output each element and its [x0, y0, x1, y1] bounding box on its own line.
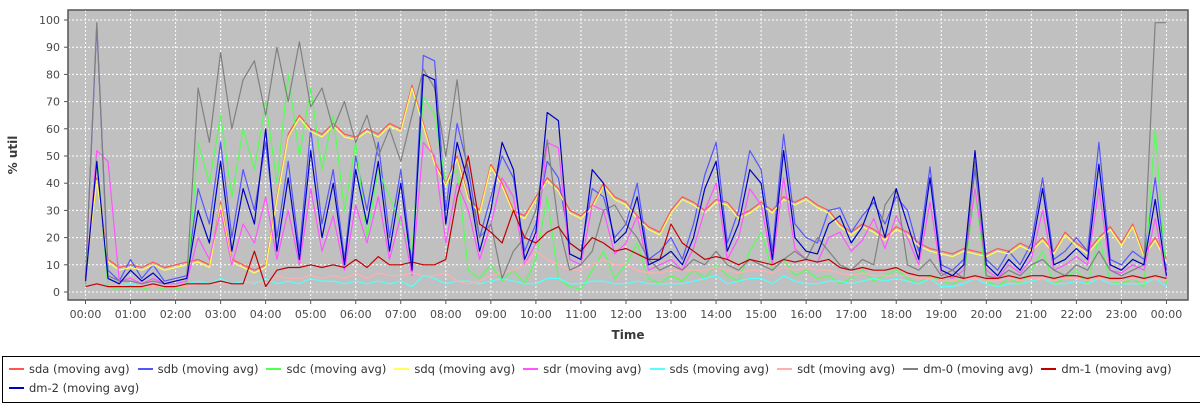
legend-item-dm-0: dm-0 (moving avg): [903, 360, 1033, 378]
legend-label: sdt (moving avg): [797, 362, 896, 376]
legend-label: sdc (moving avg): [286, 362, 387, 376]
legend-item-sdt: sdt (moving avg): [777, 360, 895, 378]
y-tick-label: 20: [46, 232, 60, 245]
y-tick-label: 40: [46, 177, 60, 190]
x-tick-label: 17:00: [835, 308, 867, 321]
legend-item-dm-2: dm-2 (moving avg): [9, 379, 139, 397]
y-tick-label: 60: [46, 123, 60, 136]
x-tick-label: 03:00: [205, 308, 237, 321]
series-line-sdt: [85, 250, 1167, 288]
utilization-chart: 0 10 20 30 40 50 60 70 80 90 100 00:00 01:00 02:00 03:…: [6, 9, 1189, 342]
legend-swatch-sdq: [394, 368, 410, 370]
series-line-sds: [85, 275, 1167, 288]
legend-label: dm-1 (moving avg): [1061, 362, 1172, 376]
y-axis-title: % util: [6, 136, 20, 175]
y-tick-label: 50: [46, 150, 60, 163]
y-tick-label: 30: [46, 204, 60, 217]
x-tick-label: 19:00: [925, 308, 957, 321]
x-tick-label: 00:00: [70, 308, 102, 321]
plot-border: [67, 9, 1189, 301]
series-line-dm-1: [85, 155, 1167, 288]
x-tick-label: 06:00: [340, 308, 372, 321]
legend-swatch-sds: [649, 368, 665, 370]
x-tick-label: 21:00: [1015, 308, 1047, 321]
x-tick-label: 02:00: [160, 308, 192, 321]
legend-swatch-sdt: [777, 368, 793, 370]
y-tick-label: 0: [53, 286, 60, 299]
legend-item-sdc: sdc (moving avg): [266, 360, 386, 378]
legend-item-sdb: sdb (moving avg): [137, 360, 259, 378]
legend-label: sda (moving avg): [29, 362, 130, 376]
chart-area: 0 10 20 30 40 50 60 70 80 90 100 00:00 01:00 02:00 03:…: [6, 9, 1189, 342]
legend-item-sda: sda (moving avg): [9, 360, 130, 378]
legend-label: sds (moving avg): [669, 362, 770, 376]
legend: sda (moving avg) sdb (moving avg) sdc (mov…: [2, 356, 1200, 403]
y-tick-label: 10: [46, 259, 60, 272]
plot-background: [68, 10, 1188, 300]
legend-swatch-dm-2: [9, 387, 24, 389]
legend-item-sdr: sdr (moving avg): [523, 360, 642, 378]
series-line-dm-2: [84, 73, 1168, 285]
x-tick-label: 15:00: [745, 308, 777, 321]
legend-swatch-sda: [9, 368, 24, 370]
x-tick-label: 16:00: [790, 308, 822, 321]
x-tick-label: 18:00: [880, 308, 912, 321]
x-tick-label: 13:00: [655, 308, 687, 321]
x-tick-label: 09:00: [475, 308, 507, 321]
x-tick-label: 22:00: [1061, 308, 1093, 321]
legend-item-sdq: sdq (moving avg): [394, 360, 515, 378]
legend-label: sdq (moving avg): [414, 362, 516, 376]
x-tick-label: 14:00: [700, 308, 732, 321]
x-tick-label: 20:00: [970, 308, 1002, 321]
x-tick-label: 05:00: [295, 308, 327, 321]
x-tick-label: 00:00: [1151, 308, 1183, 321]
x-tick-label: 01:00: [115, 308, 147, 321]
y-tick-label: 80: [46, 68, 60, 81]
legend-item-sds: sds (moving avg): [649, 360, 770, 378]
x-tick-label: 11:00: [565, 308, 597, 321]
legend-swatch-sdc: [266, 368, 282, 370]
y-tick-label: 70: [46, 96, 60, 109]
legend-item-dm-1: dm-1 (moving avg): [1041, 360, 1172, 378]
y-tick-label: 90: [46, 41, 60, 54]
x-tick-label: 04:00: [250, 308, 282, 321]
series-line-dm-0: [84, 22, 1167, 285]
legend-swatch-dm-1: [1041, 368, 1057, 370]
plot-layer: 0 10 20 30 40 50 60 70 80 90 100 00:00 01:00 02:00 03:…: [39, 9, 1189, 321]
legend-label: sdr (moving avg): [543, 362, 642, 376]
legend-label: dm-2 (moving avg): [29, 381, 140, 395]
x-tick-label: 10:00: [520, 308, 552, 321]
legend-swatch-dm-0: [903, 368, 919, 370]
legend-label: dm-0 (moving avg): [923, 362, 1034, 376]
x-tick-label: 07:00: [385, 308, 417, 321]
x-tick-label: 12:00: [610, 308, 642, 321]
x-tick-label: 23:00: [1106, 308, 1138, 321]
x-axis-title: Time: [612, 328, 645, 342]
legend-swatch-sdb: [137, 368, 153, 370]
legend-label: sdb (moving avg): [157, 362, 259, 376]
series-line-sdq: [84, 87, 1168, 274]
y-tick-label: 100: [39, 14, 60, 27]
x-tick-label: 08:00: [430, 308, 462, 321]
legend-swatch-sdr: [523, 368, 539, 370]
